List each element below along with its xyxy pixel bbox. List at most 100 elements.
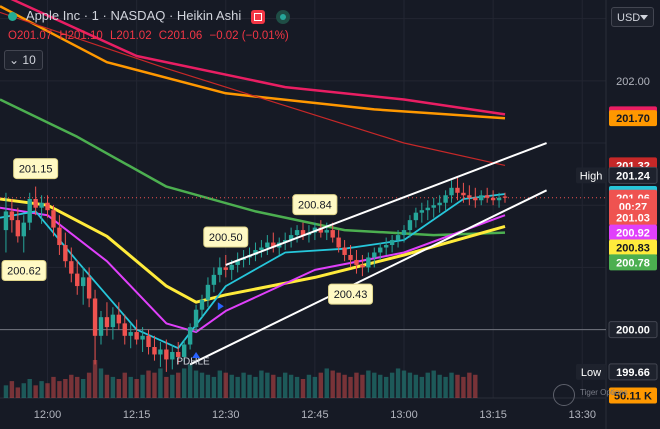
- volume-bar: [288, 374, 294, 398]
- volume-bar: [57, 381, 62, 398]
- candle-body: [223, 267, 228, 270]
- candle-body: [419, 210, 425, 213]
- volume-bar: [217, 370, 223, 398]
- candle-body: [80, 277, 86, 287]
- candle-body: [300, 230, 306, 236]
- price-scale-label-bg: [608, 321, 658, 339]
- high-value: H201.10: [59, 30, 103, 42]
- volume-bar: [271, 374, 276, 398]
- price-callout-label: 200.50: [209, 232, 243, 244]
- x-tick-label: 12:45: [301, 409, 329, 421]
- candle-body: [146, 335, 151, 348]
- signal-marker-icon: [217, 302, 224, 311]
- candle-body: [152, 347, 157, 355]
- volume-bar: [467, 372, 472, 398]
- candle-body: [336, 237, 341, 248]
- volume-bar: [259, 370, 264, 398]
- candle-body: [490, 197, 496, 201]
- volume-bar: [199, 372, 205, 398]
- candle-body: [372, 252, 377, 258]
- volume-bar: [277, 376, 282, 398]
- candle-body: [496, 197, 502, 201]
- candle-body: [229, 264, 234, 270]
- candle-body: [199, 299, 205, 310]
- volume-bar: [372, 372, 377, 398]
- candle-body: [401, 230, 407, 236]
- candle-body: [389, 240, 395, 246]
- candle-body: [479, 195, 484, 201]
- volume-bar: [241, 372, 246, 398]
- volume-bar: [21, 383, 26, 398]
- volume-bar: [354, 372, 359, 398]
- watermark-text: Tiger Options: [580, 388, 628, 397]
- candle-body: [217, 267, 223, 275]
- price-scale-label: 200.78: [616, 257, 650, 269]
- x-tick-label: 12:00: [34, 409, 62, 421]
- volume-bar: [45, 383, 50, 398]
- volume-bar: [170, 374, 175, 398]
- x-tick-label: 13:00: [390, 409, 418, 421]
- candle-body: [383, 245, 389, 248]
- candle-body: [271, 242, 276, 248]
- price-scale-label-bg: [608, 166, 658, 184]
- candle-body: [425, 207, 430, 211]
- volume-bar: [366, 370, 371, 398]
- price-scale-label: 200.00: [616, 325, 650, 337]
- watermark-logo-icon: [553, 384, 575, 406]
- candle-body: [134, 332, 139, 340]
- x-tick-label: 13:15: [479, 409, 507, 421]
- candle-body: [259, 247, 264, 250]
- ma-line-sma_pink: [10, 0, 506, 116]
- volume-bar: [401, 370, 407, 398]
- volume-bar: [425, 372, 430, 398]
- candle-body: [33, 199, 38, 208]
- candle-body: [69, 261, 74, 274]
- close-symbol-button[interactable]: [250, 9, 265, 24]
- low-tag-label: Low: [581, 367, 601, 379]
- open-value: O201.07: [8, 30, 53, 42]
- candle-body: [27, 199, 32, 223]
- candle-body: [211, 274, 217, 285]
- volume-bar: [229, 374, 234, 398]
- candle-body: [176, 351, 181, 357]
- candle-body: [128, 332, 133, 336]
- price-scale-label: 201.70: [616, 113, 650, 125]
- indicators-toggle[interactable]: ⌄ 10: [4, 50, 43, 70]
- volume-bar: [378, 374, 383, 398]
- candle-body: [288, 235, 294, 241]
- volume-bar: [140, 374, 145, 398]
- volume-bar: [461, 376, 466, 398]
- currency-select[interactable]: USD: [611, 7, 654, 27]
- candle-body: [342, 247, 347, 255]
- chart-header: Apple Inc · 1 · NASDAQ · Heikin Ashi: [8, 8, 291, 24]
- candle-body: [330, 230, 335, 238]
- candle-body: [431, 205, 436, 208]
- symbol-title[interactable]: Apple Inc · 1 · NASDAQ · Heikin Ashi: [25, 8, 242, 23]
- candle-body: [348, 254, 353, 260]
- volume-bar: [92, 360, 98, 398]
- volume-bar: [455, 374, 460, 398]
- volume-bar: [75, 376, 80, 398]
- candle-body: [75, 273, 80, 287]
- ma-line-ema_green: [0, 98, 506, 237]
- price-scale-label: 199.66: [616, 367, 650, 379]
- candle-body: [57, 227, 62, 246]
- price-scale-label-bg: [609, 110, 657, 127]
- volume-bar: [413, 374, 419, 398]
- candle-body: [158, 349, 163, 355]
- chevron-down-icon: [640, 15, 648, 20]
- low-tag-bg: [576, 363, 606, 380]
- price-scale-label: 201.03: [616, 213, 650, 225]
- volume-bar: [300, 379, 306, 398]
- candle-body: [294, 230, 300, 236]
- candle-body: [39, 202, 44, 208]
- visibility-icon[interactable]: [276, 9, 291, 24]
- symbol-logo-icon: [8, 12, 17, 22]
- volume-bar: [69, 374, 74, 398]
- candle-body: [122, 323, 127, 336]
- volume-bar: [247, 374, 252, 398]
- candle-body: [98, 317, 104, 336]
- candle-body: [467, 195, 472, 198]
- volume-bar: [134, 379, 139, 398]
